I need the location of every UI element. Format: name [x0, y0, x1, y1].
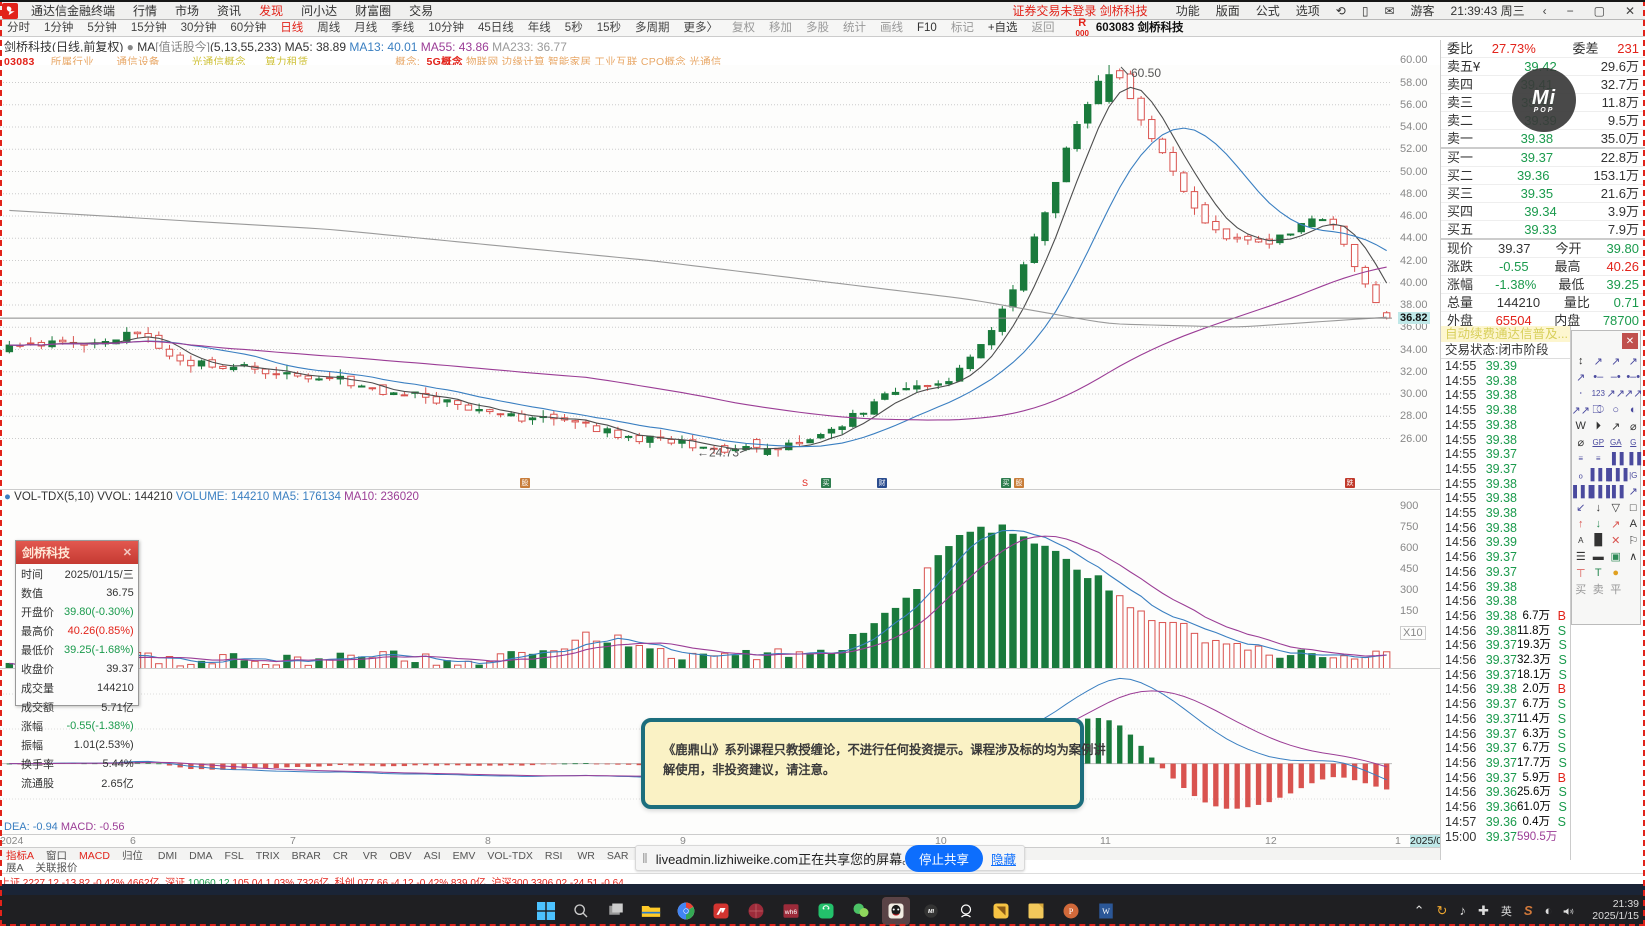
- svg-text:←24.73: ←24.73: [697, 446, 739, 460]
- svg-text:W: W: [1102, 907, 1110, 916]
- svg-text:P: P: [1068, 907, 1073, 916]
- svg-text:60.50: 60.50: [1131, 66, 1161, 80]
- svg-text:MI: MI: [928, 909, 934, 915]
- svg-text:wh6: wh6: [783, 909, 797, 916]
